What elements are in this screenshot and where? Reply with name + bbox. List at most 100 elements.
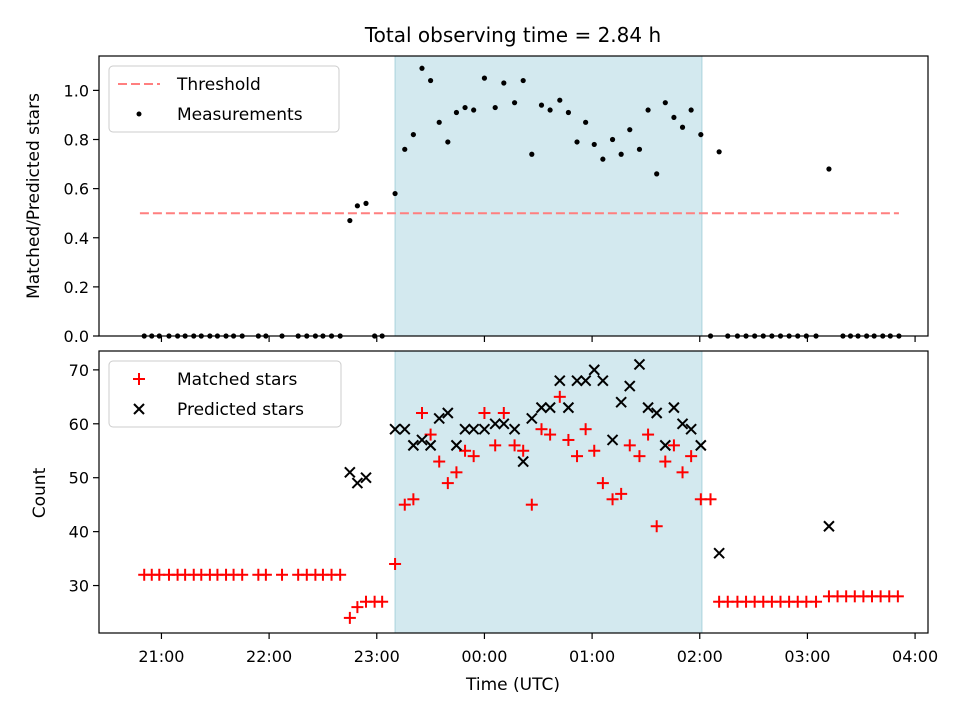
predicted-star-point <box>615 396 627 408</box>
y-tick-label: 0.6 <box>64 180 89 199</box>
matched-star-point <box>276 568 289 581</box>
matched-star-point <box>579 423 592 436</box>
y-tick-label: 70 <box>69 361 89 380</box>
y-tick-label: 0.4 <box>64 229 89 248</box>
legend-measurements-swatch <box>136 111 142 117</box>
predicted-star-point <box>344 466 356 479</box>
matched-star-point <box>433 455 446 468</box>
ratio-x-ticks <box>160 336 916 342</box>
matched-star-point <box>562 433 575 446</box>
matched-star-point <box>489 439 502 452</box>
predicted-star-point <box>467 423 480 435</box>
matched-star-point <box>676 466 689 479</box>
predicted-star-point <box>433 412 445 425</box>
predicted-star-point <box>633 358 646 371</box>
measurement-point <box>583 119 589 125</box>
predicted-star-point <box>695 439 707 452</box>
measurement-point <box>347 217 353 224</box>
predicted-star-point <box>517 455 529 468</box>
matched-star-point <box>615 487 628 500</box>
predicted-star-point <box>442 407 454 419</box>
measurement-point <box>436 119 442 125</box>
matched-star-point <box>467 450 480 463</box>
measurement-point <box>698 131 704 138</box>
matched-star-point <box>596 477 609 490</box>
predicted-star-point <box>624 380 636 392</box>
y-tick-label: 1.0 <box>64 81 89 100</box>
predicted-star-point <box>685 423 697 435</box>
measurement-point <box>557 97 563 103</box>
predicted-star-point <box>571 374 583 387</box>
x-tick-label: 04:00 <box>892 647 938 666</box>
predicted-star-point <box>642 401 654 414</box>
measurement-point <box>520 77 526 84</box>
matched-star-point <box>588 444 601 457</box>
measurement-point <box>654 171 660 177</box>
matched-star-point <box>633 450 646 463</box>
matched-star-point <box>343 611 356 624</box>
predicted-star-point <box>713 547 725 559</box>
count-y-axis-label: Count <box>30 467 50 518</box>
measurement-point <box>591 141 597 148</box>
legend-predicted-swatch <box>133 403 145 415</box>
x-tick-label: 00:00 <box>461 647 507 666</box>
measurement-point <box>428 77 434 84</box>
y-tick-label: 0.8 <box>64 131 89 150</box>
count-legend: Matched stars Predicted stars <box>108 360 342 428</box>
count-axes-frame <box>98 350 929 634</box>
matched-star-point <box>351 601 364 614</box>
matched-star-point <box>478 407 491 420</box>
measurement-point <box>511 100 518 106</box>
predicted-star-point <box>407 439 420 452</box>
measurement-point <box>565 109 572 116</box>
matched-star-point <box>398 498 411 511</box>
measurement-point <box>627 127 633 133</box>
matched-star-point <box>508 439 521 452</box>
matched-star-point <box>450 466 463 479</box>
measurement-point <box>410 131 416 138</box>
measurement-point <box>419 65 425 71</box>
measurement-point <box>462 104 468 111</box>
measurement-point <box>609 136 616 143</box>
measurement-point <box>445 139 451 145</box>
y-tick-label: 50 <box>69 469 89 488</box>
x-axis-label: Time (UTC) <box>465 675 560 695</box>
measurement-point <box>529 151 535 157</box>
legend-predicted-label: Predicted stars <box>177 400 304 420</box>
predicted-star-point <box>416 434 428 446</box>
predicted-star-point <box>544 401 556 414</box>
matched-star-point <box>606 493 619 506</box>
ratio-y-ticks: 0.0 0.2 0.4 0.6 0.8 1.0 <box>64 81 99 346</box>
matched-star-point <box>415 407 428 420</box>
x-tick-label: 23:00 <box>354 647 400 666</box>
measurement-point <box>662 100 668 106</box>
x-tick-label: 22:00 <box>246 647 292 666</box>
predicted-star-point <box>676 418 689 430</box>
count-legend-box <box>108 360 342 428</box>
measurement-point <box>574 139 580 145</box>
predicted-star-point <box>389 423 401 435</box>
measurement-point <box>547 107 553 113</box>
measurement-point <box>538 102 545 108</box>
ratio-panel: 0.0 0.2 0.4 0.6 0.8 1.0 Matched/Predicted sta… <box>24 55 929 346</box>
count-panel: 30 40 50 60 70 21:00 22:00 23:00 00:00 01:00 02:0… <box>30 350 938 666</box>
count-series <box>138 358 904 624</box>
predicted-star-point <box>360 472 372 484</box>
matched-star-point <box>667 439 680 452</box>
y-tick-label: 0.0 <box>64 327 89 346</box>
measurement-point <box>636 146 643 152</box>
predicted-star-point <box>588 364 600 376</box>
legend-threshold-label: Threshold <box>176 75 261 95</box>
measurement-point <box>716 149 722 155</box>
predicted-star-point <box>450 439 463 452</box>
legend-matched-swatch <box>133 373 145 385</box>
predicted-star-point <box>498 418 510 430</box>
x-tick-label: 01:00 <box>569 647 615 666</box>
predicted-star-point <box>489 418 501 430</box>
matched-star-point <box>407 493 420 506</box>
matched-star-point <box>535 423 548 436</box>
matched-star-point <box>376 595 389 608</box>
matched-star-point <box>334 568 347 581</box>
matched-star-point <box>704 493 717 506</box>
